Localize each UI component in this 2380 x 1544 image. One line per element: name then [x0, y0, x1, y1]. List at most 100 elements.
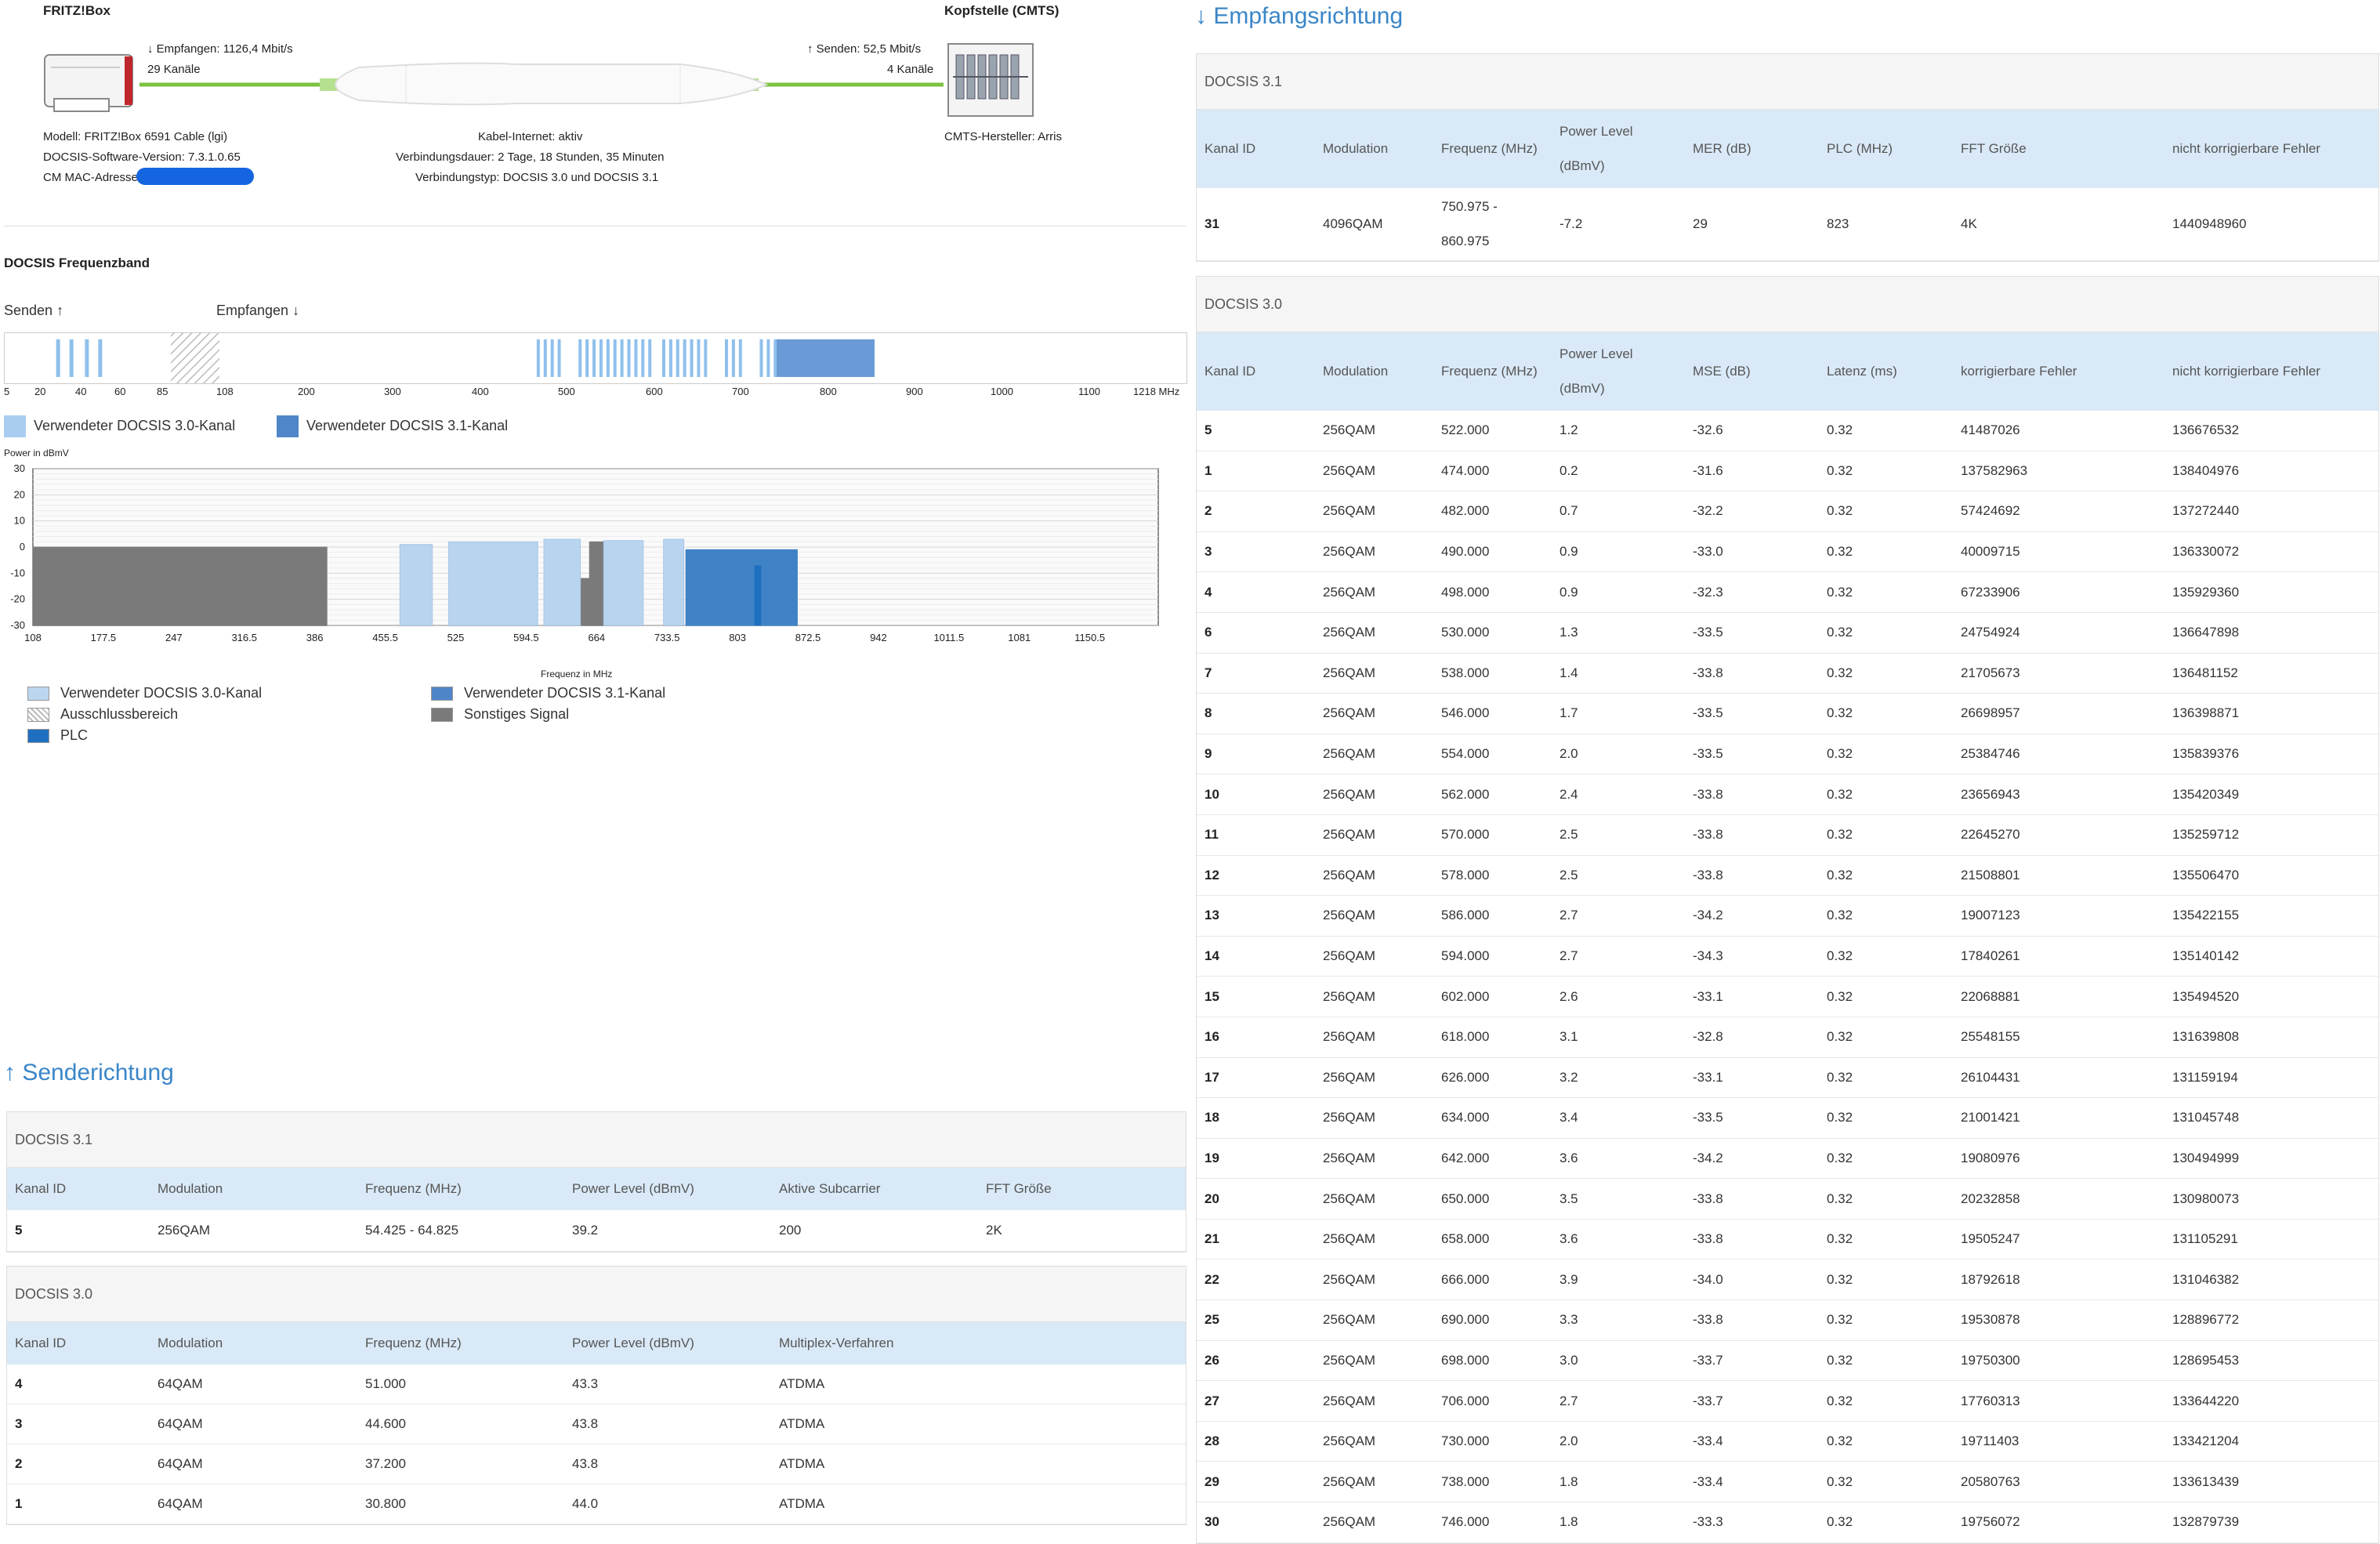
- spectrum-area: [543, 538, 581, 626]
- table-cell: 135420349: [2164, 774, 2378, 815]
- table-cell: 738.000: [1433, 1461, 1552, 1503]
- table-cell: 133421204: [2164, 1421, 2378, 1462]
- table-row: 15 256QAM 602.000 2.6 -33.1 0.32 22068881 13549…: [1197, 976, 2378, 1017]
- table-row: 13 256QAM 586.000 2.7 -34.2 0.32 19007123 13542…: [1197, 895, 2378, 937]
- table-cell: 135494520: [2164, 976, 2378, 1017]
- table-cell: 41487026: [1953, 411, 2164, 451]
- band-downstream-channel: [613, 339, 617, 377]
- band-tick: 85: [157, 386, 168, 397]
- table-row: 4 256QAM 498.000 0.9 -32.3 0.32 67233906 135929…: [1197, 571, 2378, 613]
- table-cell: -33.8: [1685, 1219, 1819, 1260]
- table-row: 31 4096QAM 750.975 - 860.975 -7.2 29 823 4K 144…: [1197, 188, 2378, 261]
- table-row: 6 256QAM 530.000 1.3 -33.5 0.32 24754924 136647…: [1197, 612, 2378, 654]
- band-tick: 800: [820, 386, 837, 397]
- band-tick: 400: [472, 386, 489, 397]
- y-tick-label: -10: [10, 567, 25, 578]
- band-downstream-channel: [557, 339, 561, 377]
- table-row: 26 256QAM 698.000 3.0 -33.7 0.32 19750300 12869…: [1197, 1340, 2378, 1382]
- band-tick: 5: [4, 386, 10, 397]
- chart-legend-other: Sonstiges Signal: [431, 706, 569, 723]
- table-cell: 586.000: [1433, 895, 1552, 937]
- table-cell: 17760313: [1953, 1380, 2164, 1422]
- band-bar: [4, 332, 1187, 384]
- table-cell: -33.3: [1685, 1502, 1819, 1543]
- table: Kanal ID Modulation Frequenz (MHz) Power Le…: [7, 1168, 1186, 1252]
- channel-id-cell: 6: [1197, 612, 1315, 654]
- table-cell: 22068881: [1953, 976, 2164, 1017]
- band-tick: 500: [558, 386, 575, 397]
- table-cell: 0.32: [1819, 1138, 1953, 1180]
- column-header: nicht korrigierbare Fehler: [2164, 332, 2378, 411]
- band-receive-label: Empfangen ↓: [216, 303, 299, 319]
- column-header: Latenz (ms): [1819, 332, 1953, 411]
- table-cell: 40009715: [1953, 531, 2164, 573]
- legend-swatch: [27, 708, 49, 723]
- x-tick-label: 525: [447, 632, 465, 643]
- band-downstream-channel: [676, 339, 679, 377]
- channel-id-cell: 12: [1197, 855, 1315, 897]
- table-cell: 64QAM: [150, 1444, 357, 1484]
- receive-rate-text: Empfangen: 1126,4 Mbit/s: [156, 42, 293, 56]
- chart-legend-plc: PLC: [27, 727, 88, 744]
- band-tick: 1100: [1078, 386, 1100, 397]
- table-cell: 0.32: [1819, 1219, 1953, 1260]
- divider: [4, 226, 1186, 227]
- table-cell: 256QAM: [1315, 814, 1433, 856]
- table-cell: 200: [771, 1210, 978, 1252]
- table-cell: 137582963: [1953, 451, 2164, 492]
- spectrum-chart-svg: Power in dBmV 30 20 10 0 -10 -20 -30 108 177.5 2…: [4, 448, 1159, 680]
- x-tick-label: 247: [165, 632, 183, 643]
- table-cell: 136676532: [2164, 411, 2378, 451]
- table-cell: 256QAM: [1315, 1461, 1433, 1503]
- table-cell: 658.000: [1433, 1219, 1552, 1260]
- table-row: 9 256QAM 554.000 2.0 -33.5 0.32 25384746 135839…: [1197, 734, 2378, 775]
- column-header: Power Level (dBmV): [564, 1322, 771, 1365]
- spectrum-area: [685, 549, 798, 626]
- table-cell: 594.000: [1433, 936, 1552, 977]
- table-cell: 130494999: [2164, 1138, 2378, 1180]
- table-row: 10 256QAM 562.000 2.4 -33.8 0.32 23656943 13542…: [1197, 774, 2378, 815]
- channel-id-cell: 5: [7, 1210, 150, 1252]
- send-rate: ↑ Senden: 52,5 Mbit/s: [807, 42, 921, 56]
- column-header: Modulation: [1315, 332, 1433, 411]
- table: Kanal ID Modulation Frequenz (MHz) Power Le…: [1197, 110, 2378, 261]
- table: Kanal ID Modulation Frequenz (MHz) Power Le…: [1197, 332, 2378, 1543]
- band-upstream-channel: [85, 339, 89, 377]
- x-tick-label: 1011.5: [933, 632, 964, 643]
- table-cell: 136398871: [2164, 693, 2378, 734]
- channel-id-cell: 29: [1197, 1461, 1315, 1503]
- channel-id-cell: 30: [1197, 1502, 1315, 1543]
- table-row: 21 256QAM 658.000 3.6 -33.8 0.32 19505247 13110…: [1197, 1219, 2378, 1260]
- table-cell: 0.2: [1552, 451, 1685, 492]
- table-cell: -33.7: [1685, 1380, 1819, 1422]
- x-tick-label: 316.5: [231, 632, 257, 643]
- table-cell: -33.8: [1685, 653, 1819, 694]
- channel-id-cell: 5: [1197, 411, 1315, 451]
- band-downstream-channel: [731, 339, 735, 377]
- table-cell: 25384746: [1953, 734, 2164, 775]
- table-cell: 1.4: [1552, 653, 1685, 694]
- table-cell: 136481152: [2164, 653, 2378, 694]
- table: Kanal ID Modulation Frequenz (MHz) Power Le…: [7, 1322, 1186, 1524]
- band-downstream-channel: [759, 339, 763, 377]
- spectrum-area: [603, 540, 644, 626]
- channel-id-cell: 19: [1197, 1138, 1315, 1180]
- table-caption: DOCSIS 3.0: [1197, 277, 2378, 332]
- table-cell: 0.32: [1819, 1380, 1953, 1422]
- y-tick-label: 20: [14, 488, 25, 500]
- arrow-up-icon: ↑: [807, 42, 813, 56]
- table-cell: 256QAM: [1315, 895, 1433, 937]
- column-header: Modulation: [150, 1168, 357, 1210]
- table-cell: 0.32: [1819, 855, 1953, 897]
- column-header: PLC (MHz): [1819, 110, 1953, 188]
- table-cell: -33.5: [1685, 1097, 1819, 1139]
- model-info: Modell: FRITZ!Box 6591 Cable (lgi): [43, 130, 228, 143]
- y-tick-label: 0: [20, 541, 25, 553]
- chart-ylabel: Power in dBmV: [4, 448, 69, 458]
- table-cell: 132879739: [2164, 1502, 2378, 1543]
- y-tick-label: -30: [10, 619, 25, 631]
- table-cell: 256QAM: [1315, 1259, 1433, 1301]
- table-cell: 0.32: [1819, 451, 1953, 492]
- cmts-icon: [947, 42, 1034, 118]
- table-row: 2 64QAM 37.200 43.8 ATDMA: [7, 1444, 1186, 1484]
